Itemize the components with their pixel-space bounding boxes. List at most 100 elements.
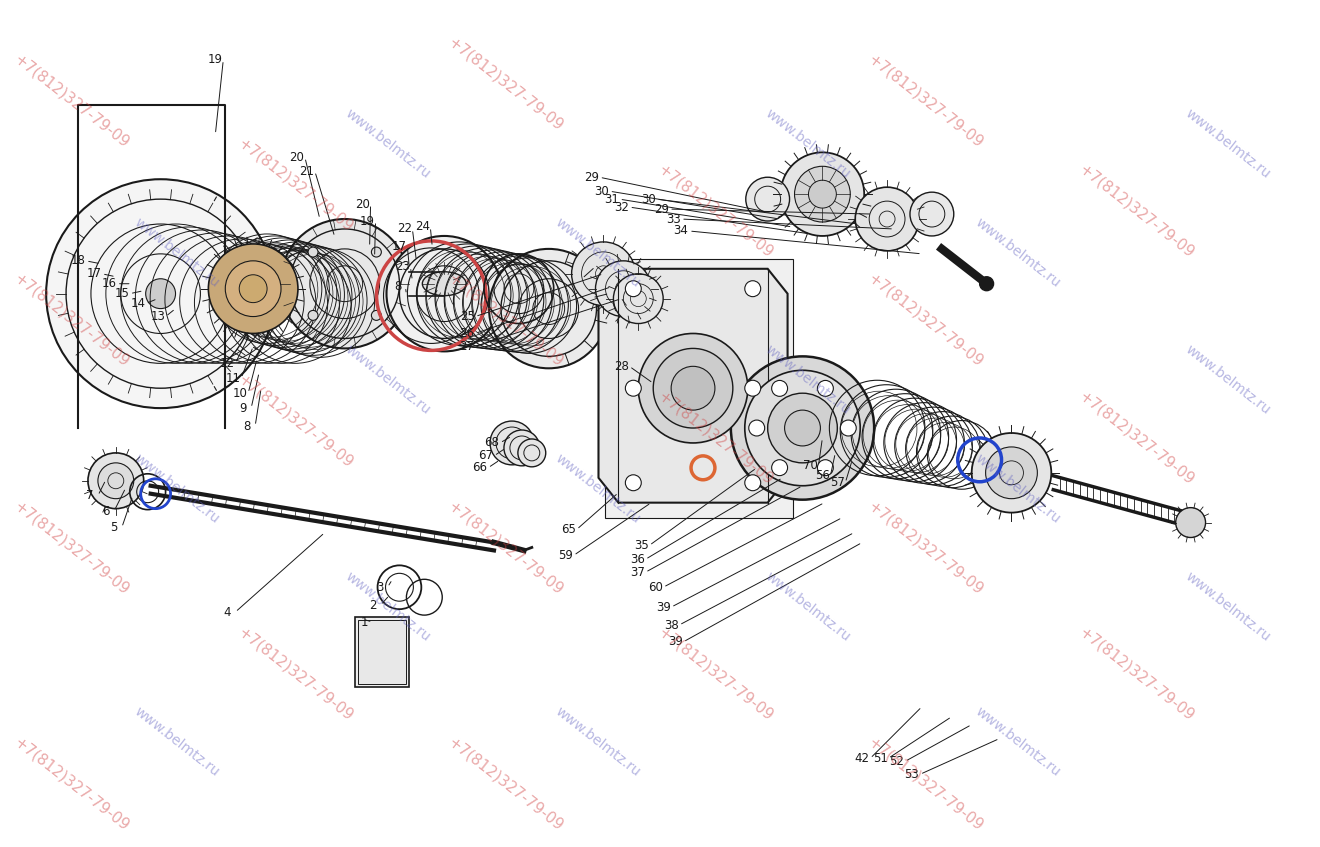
Ellipse shape	[639, 334, 747, 443]
Text: 16: 16	[102, 277, 116, 291]
Circle shape	[744, 380, 760, 396]
Ellipse shape	[671, 366, 715, 410]
Polygon shape	[598, 268, 788, 502]
Text: 22: 22	[397, 223, 412, 235]
Text: 29: 29	[653, 202, 669, 216]
Text: 6: 6	[102, 505, 110, 518]
Text: 51: 51	[873, 752, 887, 765]
Text: www.belmtz.ru: www.belmtz.ru	[342, 569, 433, 645]
Text: 29: 29	[583, 171, 599, 184]
Text: www.belmtz.ru: www.belmtz.ru	[763, 106, 853, 181]
Ellipse shape	[226, 261, 281, 317]
Ellipse shape	[972, 433, 1051, 512]
Text: www.belmtz.ru: www.belmtz.ru	[132, 215, 222, 291]
Text: +7(812)327-79-09: +7(812)327-79-09	[235, 372, 356, 471]
Text: www.belmtz.ru: www.belmtz.ru	[132, 451, 222, 527]
Text: 21: 21	[300, 165, 314, 178]
Text: 27: 27	[459, 340, 475, 353]
Text: 4: 4	[223, 606, 231, 618]
Ellipse shape	[744, 370, 861, 485]
Text: 10: 10	[232, 387, 248, 400]
Text: 33: 33	[665, 213, 681, 225]
Text: 30: 30	[594, 185, 609, 197]
Ellipse shape	[422, 272, 466, 296]
Ellipse shape	[88, 453, 144, 509]
Text: 30: 30	[642, 192, 656, 206]
Ellipse shape	[614, 274, 663, 324]
Text: www.belmtz.ru: www.belmtz.ru	[1183, 106, 1274, 181]
Text: +7(812)327-79-09: +7(812)327-79-09	[1076, 389, 1196, 488]
Text: 2: 2	[368, 599, 376, 612]
Text: 60: 60	[648, 581, 663, 594]
Text: +7(812)327-79-09: +7(812)327-79-09	[866, 498, 986, 597]
Text: +7(812)327-79-09: +7(812)327-79-09	[235, 625, 356, 724]
Ellipse shape	[98, 462, 133, 499]
Bar	[355, 617, 409, 687]
Text: +7(812)327-79-09: +7(812)327-79-09	[12, 52, 132, 151]
Circle shape	[817, 460, 833, 476]
Text: +7(812)327-79-09: +7(812)327-79-09	[866, 734, 986, 833]
Circle shape	[772, 380, 788, 396]
Text: 42: 42	[855, 752, 870, 765]
Text: www.belmtz.ru: www.belmtz.ru	[342, 106, 433, 181]
Ellipse shape	[746, 177, 789, 221]
Text: 15: 15	[115, 287, 129, 300]
Ellipse shape	[795, 166, 850, 222]
Bar	[358, 620, 407, 684]
Text: +7(812)327-79-09: +7(812)327-79-09	[655, 161, 776, 260]
Ellipse shape	[855, 187, 919, 251]
Text: 66: 66	[473, 462, 487, 474]
Text: +7(812)327-79-09: +7(812)327-79-09	[445, 498, 566, 597]
Circle shape	[308, 247, 318, 257]
Text: 70: 70	[803, 459, 818, 473]
Text: 13: 13	[150, 310, 165, 323]
Circle shape	[626, 475, 642, 490]
Ellipse shape	[768, 393, 837, 462]
Ellipse shape	[46, 180, 275, 408]
Text: +7(812)327-79-09: +7(812)327-79-09	[655, 625, 776, 724]
Text: 24: 24	[414, 220, 430, 234]
Text: +7(812)327-79-09: +7(812)327-79-09	[655, 389, 776, 488]
Text: www.belmtz.ru: www.belmtz.ru	[973, 705, 1063, 779]
Text: +7(812)327-79-09: +7(812)327-79-09	[445, 734, 566, 833]
Ellipse shape	[909, 192, 954, 236]
Text: 57: 57	[830, 476, 845, 490]
Text: www.belmtz.ru: www.belmtz.ru	[1183, 569, 1274, 645]
Ellipse shape	[595, 261, 651, 317]
Text: 19: 19	[360, 214, 375, 228]
Text: 59: 59	[558, 549, 573, 562]
Text: 38: 38	[664, 618, 678, 632]
Text: 53: 53	[904, 768, 919, 781]
Text: 39: 39	[668, 635, 682, 649]
Text: www.belmtz.ru: www.belmtz.ru	[763, 342, 853, 417]
Text: +7(812)327-79-09: +7(812)327-79-09	[12, 734, 132, 833]
Text: 12: 12	[220, 357, 235, 370]
Text: +7(812)327-79-09: +7(812)327-79-09	[235, 136, 356, 235]
Circle shape	[744, 280, 760, 296]
Text: +7(812)327-79-09: +7(812)327-79-09	[12, 498, 132, 597]
Ellipse shape	[488, 249, 609, 368]
Ellipse shape	[209, 244, 298, 334]
Circle shape	[817, 380, 833, 396]
Text: 11: 11	[226, 372, 240, 385]
Circle shape	[979, 277, 994, 291]
Text: 7: 7	[86, 490, 94, 502]
Text: 20: 20	[289, 151, 305, 163]
Text: +7(812)327-79-09: +7(812)327-79-09	[12, 271, 132, 370]
Ellipse shape	[517, 439, 545, 467]
Circle shape	[626, 280, 642, 296]
Text: 8: 8	[243, 419, 251, 433]
Ellipse shape	[490, 421, 533, 465]
Text: 17: 17	[86, 268, 102, 280]
Text: 67: 67	[479, 450, 494, 462]
Text: www.belmtz.ru: www.belmtz.ru	[763, 569, 853, 645]
Text: 32: 32	[614, 201, 628, 213]
Circle shape	[748, 420, 764, 436]
Text: 26: 26	[459, 327, 475, 340]
Ellipse shape	[784, 410, 821, 446]
Text: +7(812)327-79-09: +7(812)327-79-09	[866, 52, 986, 151]
Circle shape	[744, 475, 760, 490]
Text: www.belmtz.ru: www.belmtz.ru	[973, 215, 1063, 291]
Text: 5: 5	[110, 521, 117, 534]
Text: +7(812)327-79-09: +7(812)327-79-09	[445, 271, 566, 370]
